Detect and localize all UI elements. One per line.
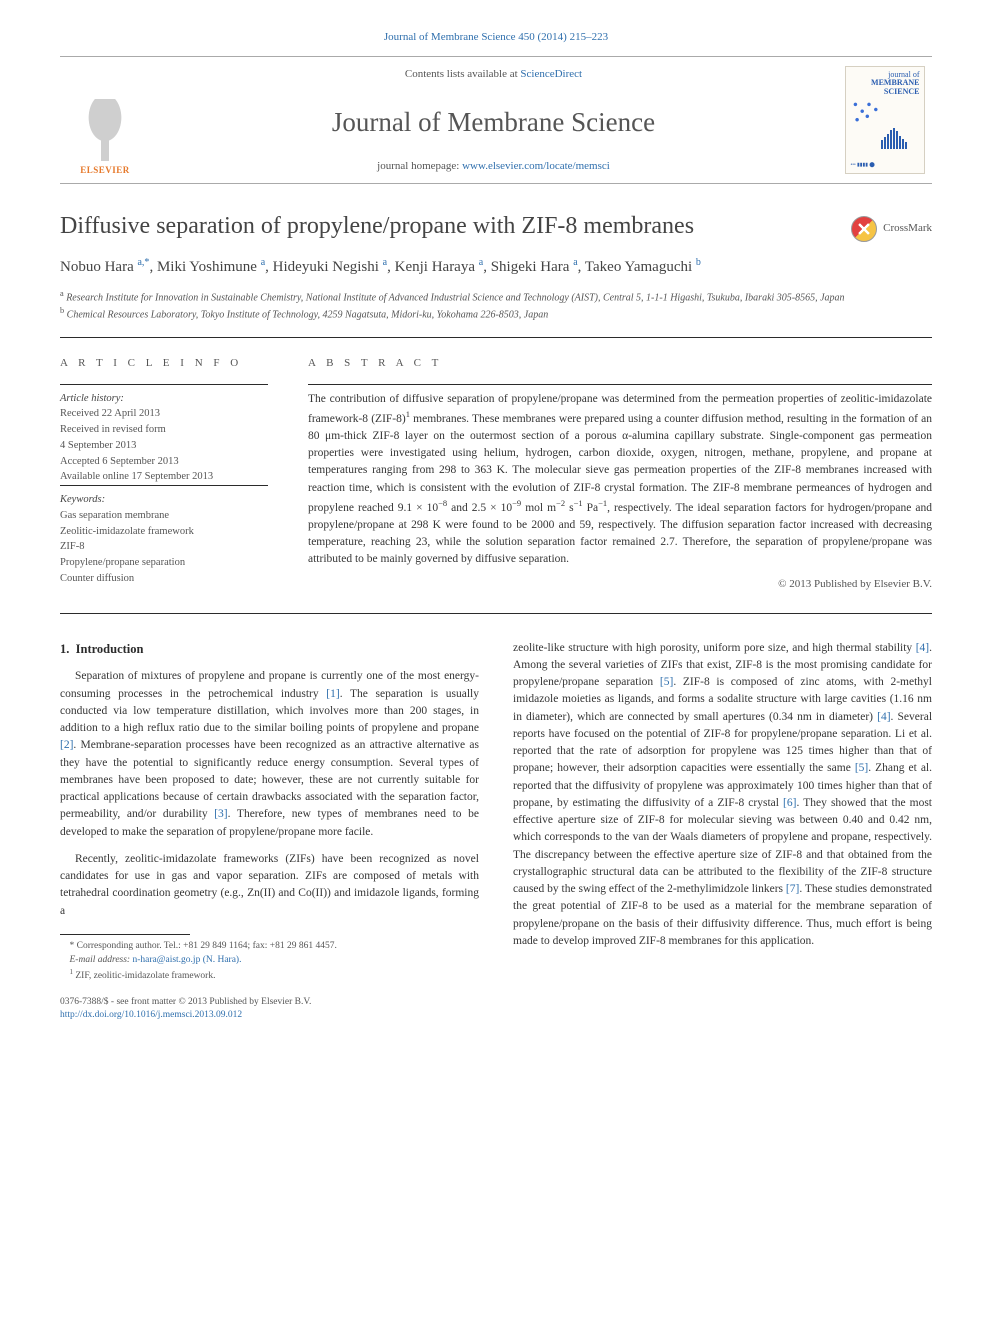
body-paragraph-2: Recently, zeolitic-imidazolate framework… bbox=[60, 851, 479, 920]
section-title: Introduction bbox=[76, 642, 144, 656]
email-note: E-mail address: n-hara@aist.go.jp (N. Ha… bbox=[60, 953, 479, 967]
elsevier-logo: ELSEVIER bbox=[60, 57, 150, 183]
footnote-divider bbox=[60, 934, 190, 935]
journal-cover-thumbnail: journal of MEMBRANE SCIENCE ••• ▮▮▮▮ ⬤ bbox=[845, 66, 925, 174]
body-paragraph-3: zeolite-like structure with high porosit… bbox=[513, 640, 932, 951]
footnote-1: 1 ZIF, zeolitic-imidazolate framework. bbox=[60, 967, 479, 983]
homepage-prefix: journal homepage: bbox=[377, 160, 462, 172]
top-citation-link[interactable]: Journal of Membrane Science 450 (2014) 2… bbox=[60, 30, 932, 46]
citation-link[interactable]: [6] bbox=[783, 797, 796, 809]
header-center: Contents lists available at ScienceDirec… bbox=[150, 57, 837, 183]
journal-cover: journal of MEMBRANE SCIENCE ••• ▮▮▮▮ ⬤ bbox=[837, 57, 932, 183]
history-line-3: Accepted 6 September 2013 bbox=[60, 454, 268, 470]
info-rule-2 bbox=[60, 485, 268, 486]
history-line-4: Available online 17 September 2013 bbox=[60, 469, 268, 485]
rule-above-info bbox=[60, 337, 932, 338]
abstract-rule bbox=[308, 384, 932, 385]
publisher-name: ELSEVIER bbox=[80, 165, 130, 175]
citation-link[interactable]: [1] bbox=[326, 688, 339, 700]
corresponding-author-note: * Corresponding author. Tel.: +81 29 849… bbox=[60, 939, 479, 953]
article-info-heading: A R T I C L E I N F O bbox=[60, 356, 268, 372]
info-rule-1 bbox=[60, 384, 268, 385]
author-email-link[interactable]: n-hara@aist.go.jp (N. Hara). bbox=[132, 955, 241, 965]
section-1-heading: 1. Introduction bbox=[60, 640, 479, 659]
citation-link[interactable]: [4] bbox=[877, 711, 890, 723]
body-two-column: 1. Introduction Separation of mixtures o… bbox=[60, 640, 932, 1023]
keyword-1: Zeolitic-imidazolate framework bbox=[60, 524, 268, 540]
contents-prefix: Contents lists available at bbox=[405, 68, 520, 80]
issn-line: 0376-7388/$ - see front matter © 2013 Pu… bbox=[60, 996, 479, 1009]
journal-header: ELSEVIER Contents lists available at Sci… bbox=[60, 56, 932, 184]
keywords-label: Keywords: bbox=[60, 492, 268, 508]
abstract-column: A B S T R A C T The contribution of diff… bbox=[308, 356, 932, 593]
email-label: E-mail address: bbox=[70, 955, 131, 965]
homepage-line: journal homepage: www.elsevier.com/locat… bbox=[150, 159, 837, 175]
rule-above-body bbox=[60, 613, 932, 614]
crossmark-label: CrossMark bbox=[883, 221, 932, 237]
crossmark-widget[interactable]: CrossMark bbox=[851, 216, 932, 242]
affiliation-b: Chemical Resources Laboratory, Tokyo Ins… bbox=[67, 310, 549, 321]
abstract-copyright: © 2013 Published by Elsevier B.V. bbox=[308, 577, 932, 593]
citation-link[interactable]: [4] bbox=[916, 642, 929, 654]
footnotes-block: * Corresponding author. Tel.: +81 29 849… bbox=[60, 939, 479, 984]
article-history-block: Article history: Received 22 April 2013 … bbox=[60, 391, 268, 486]
article-info-column: A R T I C L E I N F O Article history: R… bbox=[60, 356, 268, 593]
keyword-2: ZIF-8 bbox=[60, 539, 268, 555]
doi-link[interactable]: http://dx.doi.org/10.1016/j.memsci.2013.… bbox=[60, 1010, 242, 1020]
cover-decoration-bars bbox=[881, 127, 919, 149]
citation-link[interactable]: [7] bbox=[786, 883, 799, 895]
citation-link[interactable]: [5] bbox=[855, 762, 868, 774]
history-line-1: Received in revised form bbox=[60, 422, 268, 438]
sciencedirect-link[interactable]: ScienceDirect bbox=[520, 68, 582, 80]
issn-doi-block: 0376-7388/$ - see front matter © 2013 Pu… bbox=[60, 996, 479, 1023]
crossmark-icon bbox=[851, 216, 877, 242]
cover-bottom-marks: ••• ▮▮▮▮ ⬤ bbox=[851, 162, 875, 169]
affiliations: a Research Institute for Innovation in S… bbox=[60, 288, 932, 323]
homepage-link[interactable]: www.elsevier.com/locate/memsci bbox=[462, 160, 610, 172]
article-title: Diffusive separation of propylene/propan… bbox=[60, 212, 835, 241]
elsevier-tree-icon bbox=[75, 99, 135, 161]
affiliation-a: Research Institute for Innovation in Sus… bbox=[66, 292, 844, 303]
cover-line-3: SCIENCE bbox=[884, 87, 920, 96]
contents-line: Contents lists available at ScienceDirec… bbox=[150, 67, 837, 83]
citation-link[interactable]: [3] bbox=[214, 808, 227, 820]
history-line-2: 4 September 2013 bbox=[60, 438, 268, 454]
footnote-1-text: ZIF, zeolitic-imidazolate framework. bbox=[75, 972, 215, 982]
history-label: Article history: bbox=[60, 391, 268, 407]
keyword-0: Gas separation membrane bbox=[60, 508, 268, 524]
keywords-block: Keywords: Gas separation membrane Zeolit… bbox=[60, 492, 268, 587]
citation-link[interactable]: [5] bbox=[660, 676, 673, 688]
abstract-heading: A B S T R A C T bbox=[308, 356, 932, 372]
abstract-text: The contribution of diffusive separation… bbox=[308, 391, 932, 569]
keyword-4: Counter diffusion bbox=[60, 571, 268, 587]
body-paragraph-1: Separation of mixtures of propylene and … bbox=[60, 668, 479, 841]
section-number: 1. bbox=[60, 642, 69, 656]
journal-name: Journal of Membrane Science bbox=[150, 103, 837, 142]
citation-link[interactable]: [2] bbox=[60, 739, 73, 751]
author-list: Nobuo Hara a,*, Miki Yoshimune a, Hideyu… bbox=[60, 256, 932, 278]
keyword-3: Propylene/propane separation bbox=[60, 555, 268, 571]
history-line-0: Received 22 April 2013 bbox=[60, 406, 268, 422]
